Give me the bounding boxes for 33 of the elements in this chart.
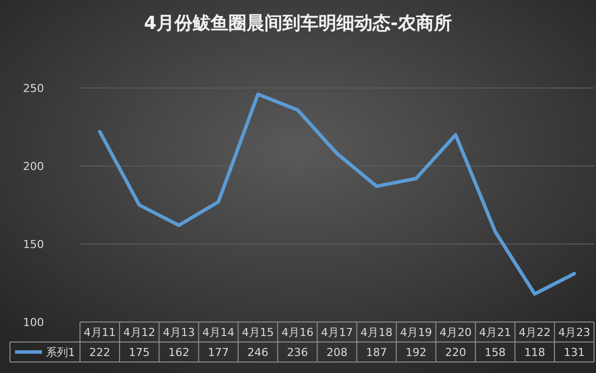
x-tick-label: 4月12 <box>123 326 156 339</box>
data-label: 118 <box>524 346 546 359</box>
x-tick-label: 4月17 <box>321 326 353 339</box>
y-tick-label: 100 <box>23 316 44 329</box>
x-tick-label: 4月16 <box>281 326 314 339</box>
x-tick-label: 4月20 <box>440 326 472 339</box>
data-label: 246 <box>247 346 268 359</box>
x-tick-label: 4月22 <box>518 326 551 339</box>
data-label: 208 <box>326 346 348 359</box>
x-tick-label: 4月21 <box>479 326 512 339</box>
legend-label: 系列1 <box>46 346 75 359</box>
data-label: 175 <box>128 346 150 359</box>
x-tick-label: 4月23 <box>558 326 590 339</box>
data-label: 158 <box>484 346 506 359</box>
data-label: 222 <box>89 346 110 359</box>
line-series <box>98 92 576 296</box>
data-label: 220 <box>445 346 466 359</box>
data-label: 131 <box>564 346 585 359</box>
data-label: 177 <box>208 346 229 359</box>
data-label: 236 <box>286 346 308 359</box>
y-tick-label: 200 <box>23 160 44 173</box>
y-tick-label: 150 <box>23 238 44 251</box>
chart-title: 4月份鲅鱼圈晨间到车明细动态-农商所 <box>144 13 452 34</box>
x-tick-label: 4月13 <box>162 326 195 339</box>
x-tick-label: 4月15 <box>242 326 274 339</box>
data-label: 162 <box>168 346 190 359</box>
x-tick-label: 4月11 <box>84 326 116 339</box>
x-tick-label: 4月14 <box>202 326 234 339</box>
x-tick-label: 4月18 <box>360 326 393 339</box>
data-label: 192 <box>406 346 427 359</box>
x-tick-label: 4月19 <box>400 326 432 339</box>
data-label: 187 <box>366 346 388 359</box>
y-tick-label: 250 <box>23 82 44 95</box>
